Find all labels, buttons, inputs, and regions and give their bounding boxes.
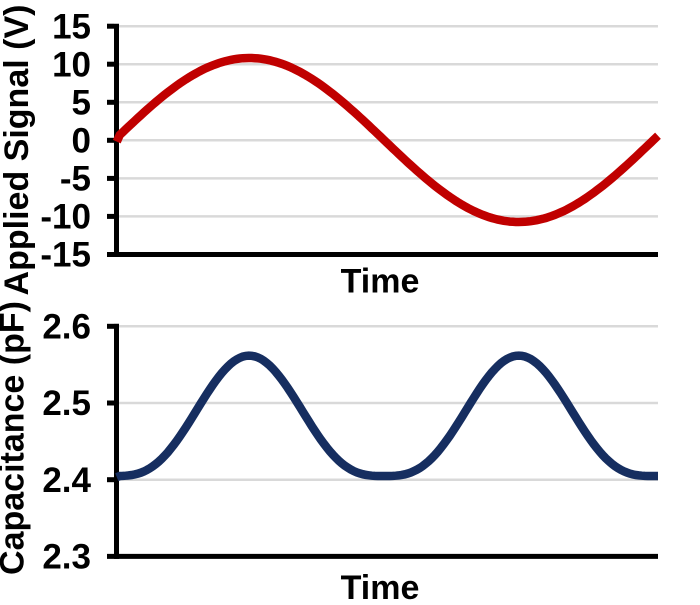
svg-text:2.3: 2.3	[42, 538, 91, 577]
svg-text:-10: -10	[40, 198, 91, 237]
svg-text:2.5: 2.5	[42, 384, 91, 423]
svg-text:Time: Time	[341, 263, 420, 301]
svg-text:Applied Signal (V): Applied Signal (V)	[0, 5, 36, 296]
svg-text:-15: -15	[40, 236, 91, 275]
svg-text:10: 10	[52, 46, 91, 85]
svg-text:Time: Time	[341, 569, 420, 600]
svg-text:15: 15	[52, 7, 91, 46]
svg-text:0: 0	[72, 122, 91, 161]
svg-text:2.6: 2.6	[42, 308, 91, 347]
svg-text:-5: -5	[60, 160, 91, 199]
svg-text:5: 5	[72, 84, 91, 123]
svg-text:2.4: 2.4	[42, 461, 91, 500]
svg-text:Capacitance (pF): Capacitance (pF)	[0, 301, 32, 575]
